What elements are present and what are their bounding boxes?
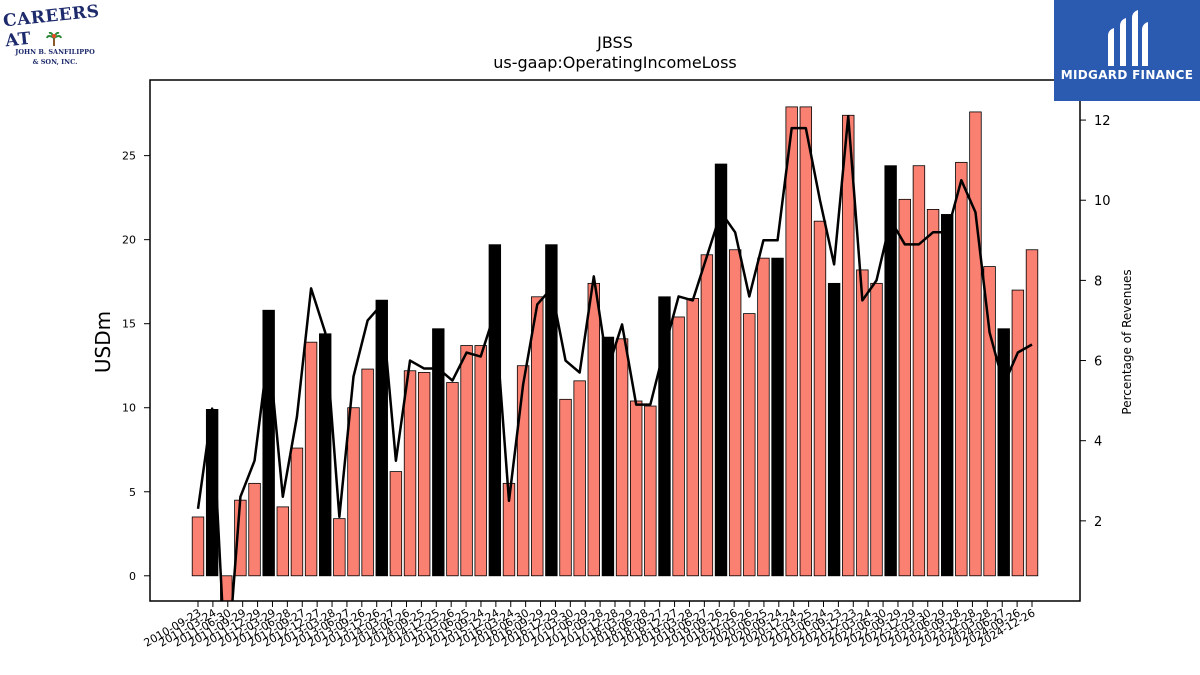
y2-tick-label: 10 [1094,194,1111,209]
plot-frame [149,79,1081,602]
midgard-finance-name: MIDGARD FINANCE [1060,68,1194,82]
quarter-bar [1011,289,1025,577]
annual-bar [262,309,275,577]
annual-bar [884,165,897,577]
quarter-bar [516,365,530,577]
quarter-bar [728,249,742,577]
quarter-bar [813,220,827,577]
quarter-bar [474,345,487,577]
quarter-bar [898,198,911,577]
y-axis: 0 5 10 15 20 25 [122,150,150,583]
y2-tick-label: 2 [1094,515,1102,530]
quarter-bar [630,400,643,577]
quarter-bar [926,209,940,577]
midgard-mark-icon [1108,10,1148,66]
quarter-bar [856,269,869,577]
palm-tree-icon [46,32,62,46]
annual-bar [940,214,954,577]
annual-bar [997,328,1010,577]
quarter-bar [955,161,968,577]
quarter-bar [686,298,699,577]
careers-logo: CAREERS AT JOHN B. SANFILIPPO & SON, INC… [0,0,108,80]
careers-logo-line3: & SON, INC. [32,58,78,66]
annual-bar [488,244,502,577]
quarter-bar [333,518,346,577]
quarter-bar [870,282,883,577]
quarter-bar [644,405,657,577]
y-tick-label: 5 [129,486,136,499]
annual-bar [771,257,784,577]
quarter-bar [460,345,473,577]
quarter-bar [502,482,516,577]
annual-bar [375,299,388,577]
quarter-bar [969,111,982,577]
quarter-bar [1025,249,1039,577]
quarter-bar [757,257,770,577]
quarter-bar [912,165,926,577]
quarter-bar [347,407,360,577]
pct-revenue-line [196,114,1033,601]
quarter-bar [799,106,813,577]
y2-tick-label: 12 [1094,114,1111,129]
quarter-bar [304,341,318,577]
y-tick-label: 10 [122,402,136,415]
y2-tick-label: 6 [1094,355,1102,370]
y-axis-label: USDm [91,311,115,373]
y-tick-label: 25 [122,150,136,163]
y2-tick-label: 4 [1094,435,1102,450]
quarter-bar [403,370,417,577]
x-axis: 2010-09-232011-03-242011-06-302011-09-29… [142,601,1038,650]
line-group [196,114,1033,601]
careers-logo-line2: JOHN B. SANFILIPPO [15,48,95,56]
quarter-bar [361,368,374,577]
quarter-bar [573,380,586,577]
quarter-bar [672,316,685,577]
y-tick-label: 15 [122,318,136,331]
midgard-finance-logo: MIDGARD FINANCE [1054,0,1200,101]
quarter-bar [983,266,996,577]
y2-tick-label: 8 [1094,274,1102,289]
quarter-bar [446,382,459,577]
annual-bar [714,163,728,577]
quarter-bar [559,398,572,577]
quarter-bar [191,516,205,577]
y2-axis-label: Percentage of Revenues [1120,269,1134,414]
quarter-bar [290,447,304,577]
quarter-bar [389,471,403,577]
quarter-bar [615,338,629,577]
quarter-bar [417,372,431,577]
quarter-bar [743,313,756,577]
quarter-bar [587,282,600,577]
chart-title: JBSS [596,33,633,52]
quarter-bar [785,106,798,577]
quarter-bar [700,254,714,577]
quarter-bar [248,482,261,577]
annual-bar [601,336,615,577]
annual-bar [432,328,445,577]
quarter-bar [531,296,544,577]
y-tick-label: 20 [122,234,136,247]
annual-bar [827,282,841,577]
y-tick-label: 0 [129,570,136,583]
quarter-bar [276,506,290,577]
bars-group [191,106,1039,601]
annual-bar [658,296,671,577]
chart-subtitle: us-gaap:OperatingIncomeLoss [493,53,737,72]
y2-axis: 2 4 6 8 10 12 [1080,114,1111,530]
annual-bar [545,244,558,577]
